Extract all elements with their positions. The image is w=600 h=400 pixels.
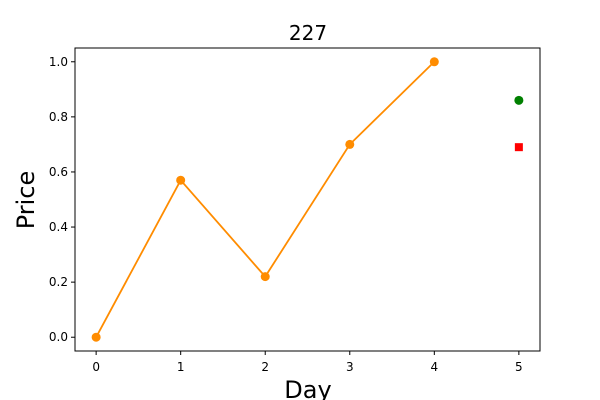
y-tick-label: 0.8: [49, 110, 68, 124]
extra-square-point: [514, 143, 523, 152]
y-tick-label: 0.2: [49, 275, 68, 289]
series-line: [95, 61, 435, 338]
extra-circle-point: [514, 95, 524, 105]
x-tick-label: 2: [261, 360, 269, 374]
plot-frame: [74, 47, 541, 352]
data-point: [176, 175, 186, 185]
x-tick-label: 5: [515, 360, 523, 374]
y-axis-ticks: 0.0 0.2 0.4 0.6 0.8 1.0: [49, 55, 75, 344]
x-axis-ticks: 0 1 2 3 4 5: [92, 351, 523, 374]
y-tick-label: 1.0: [49, 55, 68, 69]
x-tick-label: 1: [177, 360, 185, 374]
y-tick-label: 0.0: [49, 330, 68, 344]
data-point: [429, 57, 439, 67]
data-point: [260, 272, 270, 282]
x-axis-label: Day: [284, 376, 331, 400]
x-tick-label: 0: [92, 360, 100, 374]
y-tick-label: 0.4: [49, 220, 68, 234]
plot-area: [74, 47, 541, 352]
chart-title: 227: [289, 21, 327, 45]
x-tick-label: 3: [346, 360, 354, 374]
data-point: [91, 332, 101, 342]
data-point: [345, 139, 355, 149]
data-marks: [91, 57, 524, 342]
x-tick-label: 4: [430, 360, 438, 374]
y-tick-label: 0.6: [49, 165, 68, 179]
y-axis-label: Price: [12, 171, 40, 230]
